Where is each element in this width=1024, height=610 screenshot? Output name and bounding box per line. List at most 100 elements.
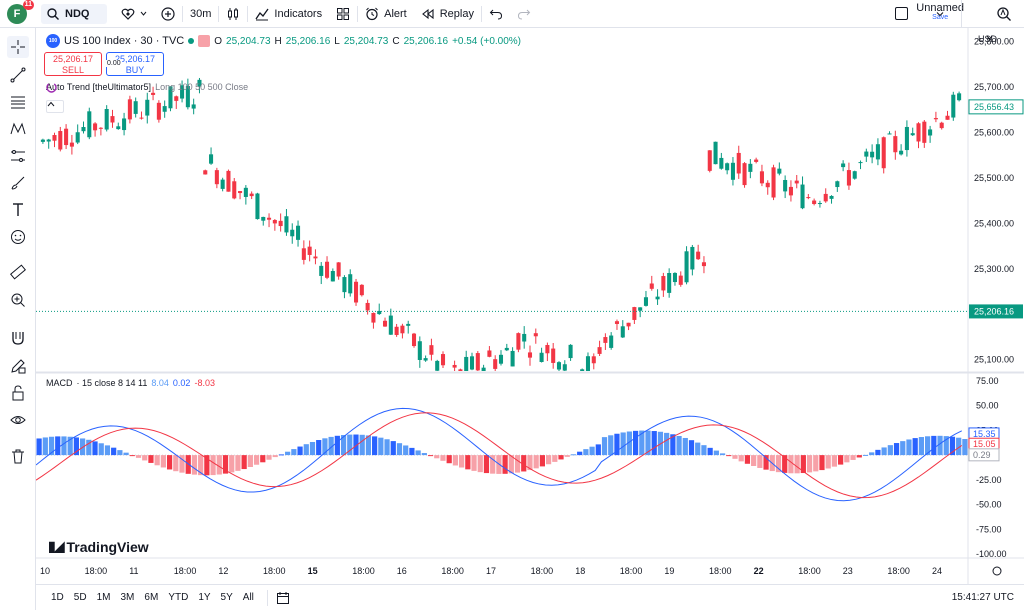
- tradingview-logo[interactable]: ▮◢ TradingView: [48, 538, 149, 555]
- currency-selector[interactable]: USD: [978, 34, 1018, 44]
- candle-down[interactable]: [400, 325, 405, 334]
- emoji-tool[interactable]: [7, 226, 29, 248]
- candle-down[interactable]: [301, 248, 306, 260]
- candle-up[interactable]: [104, 109, 109, 130]
- candle-up[interactable]: [423, 358, 428, 361]
- candle-down[interactable]: [307, 246, 312, 255]
- candle-down[interactable]: [742, 163, 747, 186]
- candle-down[interactable]: [238, 191, 243, 194]
- range-1d[interactable]: 1D: [51, 592, 64, 603]
- candle-down[interactable]: [823, 193, 828, 202]
- collapse-legend-button[interactable]: [46, 100, 64, 113]
- candle-up[interactable]: [116, 126, 121, 130]
- range-5d[interactable]: 5D: [73, 592, 87, 603]
- candle-up[interactable]: [783, 179, 788, 192]
- candle-up[interactable]: [388, 315, 393, 335]
- candle-down[interactable]: [371, 312, 376, 323]
- candle-down[interactable]: [881, 137, 886, 169]
- quick-search-icon[interactable]: [996, 6, 1012, 22]
- candle-up[interactable]: [928, 129, 933, 136]
- candle-up[interactable]: [725, 163, 730, 171]
- candle-down[interactable]: [411, 333, 417, 347]
- candle-down[interactable]: [846, 170, 851, 186]
- candle-down[interactable]: [922, 121, 927, 143]
- candle-up[interactable]: [220, 179, 225, 189]
- candle-up[interactable]: [870, 151, 875, 158]
- layout-checkbox[interactable]: [895, 7, 908, 20]
- candle-up[interactable]: [562, 364, 567, 371]
- chart-type-button[interactable]: [219, 0, 247, 28]
- candle-down[interactable]: [759, 171, 764, 184]
- candle-up[interactable]: [835, 181, 840, 188]
- candle-up[interactable]: [730, 162, 735, 180]
- candle-down[interactable]: [701, 262, 706, 267]
- candle-down[interactable]: [69, 142, 74, 147]
- candle-down[interactable]: [487, 350, 492, 357]
- candle-down[interactable]: [614, 321, 620, 324]
- candle-down[interactable]: [736, 152, 741, 174]
- symbol-search[interactable]: NDQ: [34, 0, 114, 28]
- candle-down[interactable]: [440, 354, 446, 366]
- candle-down[interactable]: [754, 159, 759, 162]
- candle-up[interactable]: [209, 154, 214, 164]
- candle-up[interactable]: [713, 141, 718, 165]
- candle-up[interactable]: [46, 139, 51, 142]
- candle-down[interactable]: [394, 326, 399, 335]
- candle-up[interactable]: [841, 163, 846, 168]
- candle-up[interactable]: [342, 277, 347, 293]
- candle-up[interactable]: [684, 251, 689, 283]
- candle-down[interactable]: [893, 136, 898, 153]
- macd-legend[interactable]: MACD · 15 close 8 14 11 8.04 0.02 -8.03: [46, 378, 215, 388]
- remove-tool[interactable]: [7, 445, 29, 467]
- lock-all-tool[interactable]: [7, 382, 29, 404]
- range-5y[interactable]: 5Y: [220, 592, 233, 603]
- candle-up[interactable]: [585, 356, 591, 371]
- candle-down[interactable]: [214, 170, 219, 185]
- candle-up[interactable]: [556, 362, 562, 370]
- candle-up[interactable]: [667, 272, 672, 293]
- candle-down[interactable]: [203, 170, 208, 175]
- trend-line-tool[interactable]: [7, 64, 29, 86]
- crosshair-tool[interactable]: [7, 36, 29, 58]
- candle-down[interactable]: [313, 256, 318, 259]
- indicators-button[interactable]: Indicators: [248, 0, 329, 28]
- candle-down[interactable]: [649, 283, 654, 289]
- candle-up[interactable]: [910, 133, 915, 136]
- candle-down[interactable]: [365, 302, 370, 311]
- candle-up[interactable]: [417, 341, 422, 360]
- candle-up[interactable]: [498, 354, 504, 364]
- magnet-tool[interactable]: [7, 327, 29, 349]
- layout-menu[interactable]: Unnamed Save: [916, 3, 964, 23]
- candle-up[interactable]: [690, 246, 695, 270]
- candle-up[interactable]: [435, 360, 440, 371]
- candle-up[interactable]: [197, 79, 202, 87]
- templates-button[interactable]: [329, 0, 357, 28]
- candle-up[interactable]: [290, 229, 295, 237]
- candle-down[interactable]: [794, 180, 799, 184]
- symbol-search-input[interactable]: NDQ: [41, 3, 107, 24]
- candle-down[interactable]: [174, 96, 179, 101]
- candle-up[interactable]: [504, 347, 509, 351]
- candle-down[interactable]: [354, 281, 359, 303]
- candle-down[interactable]: [678, 275, 683, 285]
- candle-down[interactable]: [336, 262, 341, 277]
- candle-up[interactable]: [87, 111, 92, 138]
- candle-down[interactable]: [597, 347, 602, 354]
- candle-down[interactable]: [545, 345, 550, 354]
- user-menu[interactable]: F 11: [0, 0, 34, 28]
- candle-down[interactable]: [707, 150, 712, 171]
- candle-up[interactable]: [168, 86, 173, 109]
- candle-up[interactable]: [875, 144, 880, 160]
- pattern-tool[interactable]: [7, 118, 29, 140]
- candle-down[interactable]: [151, 92, 156, 95]
- indicator-legend[interactable]: Auto Trend [theUltimator5] Long 100 50 5…: [46, 82, 248, 93]
- candle-up[interactable]: [185, 85, 190, 108]
- candle-down[interactable]: [52, 135, 57, 141]
- add-symbol-button[interactable]: [154, 0, 182, 28]
- candle-down[interactable]: [139, 117, 144, 119]
- candle-up[interactable]: [191, 104, 196, 109]
- candle-up[interactable]: [858, 162, 863, 164]
- candle-down[interactable]: [382, 320, 388, 327]
- candle-up[interactable]: [620, 326, 625, 338]
- candle-down[interactable]: [591, 356, 596, 364]
